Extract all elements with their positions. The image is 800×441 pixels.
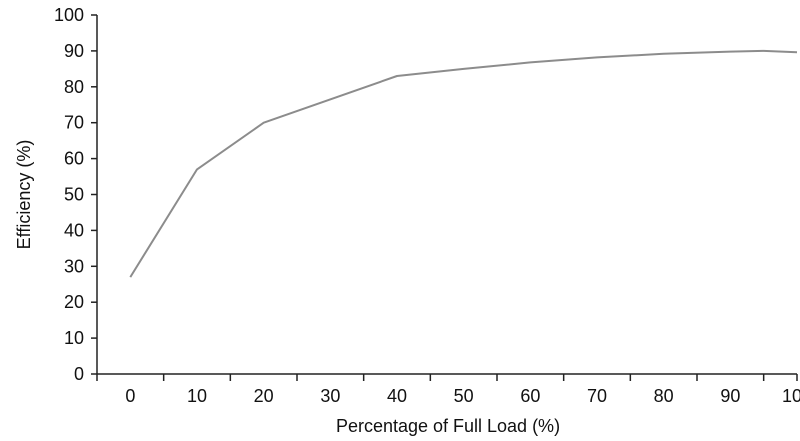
y-tick-label: 20 [64,292,84,312]
x-tick-label: 0 [125,386,135,406]
y-tick-label: 50 [64,185,84,205]
y-tick-label: 70 [64,113,84,133]
y-tick-label: 100 [54,5,84,25]
x-tick-label: 60 [520,386,540,406]
y-tick-label: 10 [64,328,84,348]
x-tick-label: 30 [320,386,340,406]
y-tick-label: 90 [64,41,84,61]
x-tick-label: 80 [654,386,674,406]
y-axis-ticks: 0 10 20 30 40 50 60 70 80 90 100 [54,5,97,384]
x-tick-label: 70 [587,386,607,406]
y-tick-label: 80 [64,77,84,97]
x-tick-label: 90 [720,386,740,406]
y-tick-label: 0 [74,364,84,384]
x-tick-label: 20 [254,386,274,406]
y-tick-label: 30 [64,256,84,276]
x-tick-label: 40 [387,386,407,406]
x-tick-label: 50 [454,386,474,406]
chart-axes [96,15,797,375]
y-tick-label: 40 [64,220,84,240]
y-tick-label: 60 [64,149,84,169]
efficiency-line [129,49,798,278]
x-tick-label: 100 [782,386,800,406]
x-axis-title: Percentage of Full Load (%) [336,416,560,436]
y-axis-title: Efficiency (%) [14,140,34,250]
x-axis-ticks: 0 10 20 30 40 50 60 70 80 90 100 [96,374,800,406]
x-tick-label: 10 [187,386,207,406]
plot-area [129,49,798,278]
